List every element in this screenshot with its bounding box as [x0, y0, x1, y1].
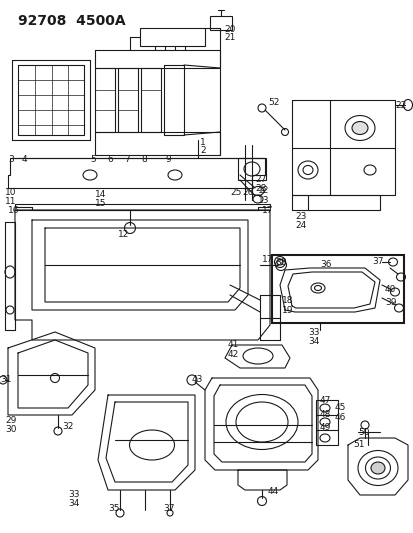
- Text: 25: 25: [230, 188, 241, 197]
- Text: 17: 17: [261, 255, 273, 264]
- Text: 32: 32: [62, 422, 73, 431]
- Text: 45: 45: [334, 403, 346, 412]
- Text: 29: 29: [5, 416, 17, 425]
- Text: 6: 6: [107, 155, 112, 164]
- Text: 52: 52: [267, 98, 279, 107]
- Text: 33: 33: [307, 328, 319, 337]
- Text: 15: 15: [95, 199, 106, 208]
- Bar: [237, 158, 266, 180]
- Text: 23: 23: [294, 212, 306, 221]
- Text: 28: 28: [254, 184, 266, 193]
- Text: 44: 44: [267, 487, 279, 496]
- Bar: [209, 16, 231, 30]
- Text: 22: 22: [394, 101, 405, 110]
- Text: 16: 16: [8, 206, 19, 215]
- Text: 12: 12: [257, 186, 269, 195]
- Bar: [315, 400, 337, 445]
- Text: 42: 42: [228, 350, 239, 359]
- Ellipse shape: [351, 122, 367, 134]
- Text: 31: 31: [0, 375, 12, 384]
- Text: 38: 38: [274, 258, 286, 267]
- Text: 30: 30: [5, 425, 17, 434]
- Text: 24: 24: [294, 221, 306, 230]
- Text: 51: 51: [352, 440, 363, 449]
- Text: 36: 36: [319, 260, 331, 269]
- Text: 35: 35: [108, 504, 119, 513]
- Text: 21: 21: [223, 33, 235, 42]
- Bar: [271, 255, 403, 323]
- Text: 41: 41: [228, 340, 239, 349]
- Text: 47: 47: [319, 396, 330, 405]
- Text: 37: 37: [371, 257, 382, 266]
- Text: 1: 1: [199, 138, 205, 147]
- Text: 14: 14: [95, 190, 106, 199]
- Bar: [140, 28, 204, 46]
- Text: 50: 50: [357, 428, 369, 437]
- Text: 20: 20: [223, 25, 235, 34]
- Text: 17: 17: [261, 206, 273, 215]
- Text: 40: 40: [384, 285, 395, 294]
- Text: 18: 18: [281, 296, 293, 305]
- Text: 39: 39: [384, 298, 396, 307]
- Text: 4: 4: [22, 155, 28, 164]
- Text: 46: 46: [334, 413, 346, 422]
- Text: 34: 34: [68, 499, 79, 508]
- Text: 9: 9: [165, 155, 170, 164]
- Text: 27: 27: [254, 175, 266, 184]
- Text: 49: 49: [319, 423, 330, 432]
- Text: 43: 43: [192, 375, 203, 384]
- Text: 11: 11: [5, 197, 17, 206]
- Text: 5: 5: [90, 155, 95, 164]
- Ellipse shape: [370, 462, 384, 474]
- Text: 92708  4500A: 92708 4500A: [18, 14, 125, 28]
- Text: 2: 2: [199, 146, 205, 155]
- Text: 19: 19: [281, 306, 293, 315]
- Text: 3: 3: [8, 155, 14, 164]
- Text: 37: 37: [163, 504, 174, 513]
- Text: 8: 8: [141, 155, 146, 164]
- Text: 12: 12: [118, 230, 129, 239]
- Text: 13: 13: [257, 196, 269, 205]
- Text: 34: 34: [307, 337, 318, 346]
- Text: 26: 26: [242, 188, 253, 197]
- Text: 48: 48: [319, 410, 330, 419]
- Text: 7: 7: [124, 155, 129, 164]
- Text: 33: 33: [68, 490, 79, 499]
- Text: 10: 10: [5, 188, 17, 197]
